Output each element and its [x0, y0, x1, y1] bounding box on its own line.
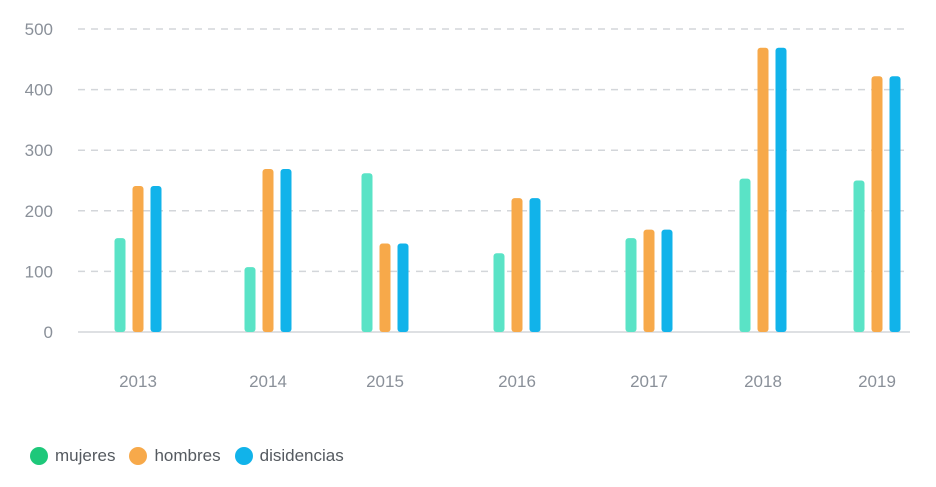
y-tick-label: 400 — [25, 81, 53, 100]
bar-disidencias-2013[interactable] — [150, 185, 162, 332]
bar-hombres-2018[interactable] — [757, 47, 769, 332]
bars — [114, 47, 901, 333]
y-tick-label: 200 — [25, 202, 53, 221]
y-tick-label: 0 — [44, 323, 53, 342]
legend-item-disidencias[interactable]: disidencias — [234, 446, 344, 466]
bar-hombres-2017[interactable] — [643, 229, 655, 332]
bar-disidencias-2014[interactable] — [280, 168, 292, 332]
y-axis: 0 100 200 300 400 500 — [25, 20, 53, 342]
bar-disidencias-2015[interactable] — [397, 243, 409, 332]
bar-disidencias-2016[interactable] — [529, 198, 541, 332]
bar-mujeres-2017[interactable] — [625, 238, 637, 332]
x-tick-label: 2013 — [119, 372, 157, 391]
y-tick-label: 300 — [25, 141, 53, 160]
x-tick-label: 2018 — [744, 372, 782, 391]
legend-label-hombres: hombres — [154, 446, 221, 465]
bar-hombres-2019[interactable] — [871, 76, 883, 332]
legend-item-hombres[interactable]: hombres — [129, 446, 221, 466]
bar-mujeres-2018[interactable] — [739, 178, 751, 332]
x-tick-label: 2016 — [498, 372, 536, 391]
x-tick-label: 2014 — [249, 372, 287, 391]
bar-hombres-2016[interactable] — [511, 198, 523, 332]
legend-label-disidencias: disidencias — [259, 446, 344, 465]
bar-hombres-2015[interactable] — [379, 243, 391, 332]
bar-mujeres-2019[interactable] — [853, 180, 865, 333]
bar-disidencias-2017[interactable] — [661, 229, 673, 332]
bar-mujeres-2015[interactable] — [361, 173, 373, 332]
y-tick-label: 500 — [25, 20, 53, 39]
bar-disidencias-2019[interactable] — [889, 76, 901, 332]
legend-item-mujeres[interactable]: mujeres — [30, 446, 115, 466]
bar-mujeres-2016[interactable] — [493, 253, 505, 332]
bar-mujeres-2013[interactable] — [114, 238, 126, 332]
x-tick-label: 2015 — [366, 372, 404, 391]
bar-disidencias-2018[interactable] — [775, 47, 787, 332]
bar-mujeres-2014[interactable] — [244, 267, 256, 332]
legend: mujeres hombres disidencias — [30, 446, 358, 466]
bar-hombres-2013[interactable] — [132, 185, 144, 332]
x-tick-label: 2017 — [630, 372, 668, 391]
x-tick-label: 2019 — [858, 372, 896, 391]
legend-label-mujeres: mujeres — [55, 446, 116, 465]
legend-swatch-disidencias — [234, 447, 253, 465]
legend-swatch-mujeres — [30, 447, 48, 465]
bar-hombres-2014[interactable] — [262, 168, 274, 332]
y-tick-label: 100 — [25, 262, 53, 281]
x-axis: 2013 2014 2015 2016 2017 2018 2019 — [119, 372, 896, 391]
legend-swatch-hombres — [129, 447, 148, 465]
